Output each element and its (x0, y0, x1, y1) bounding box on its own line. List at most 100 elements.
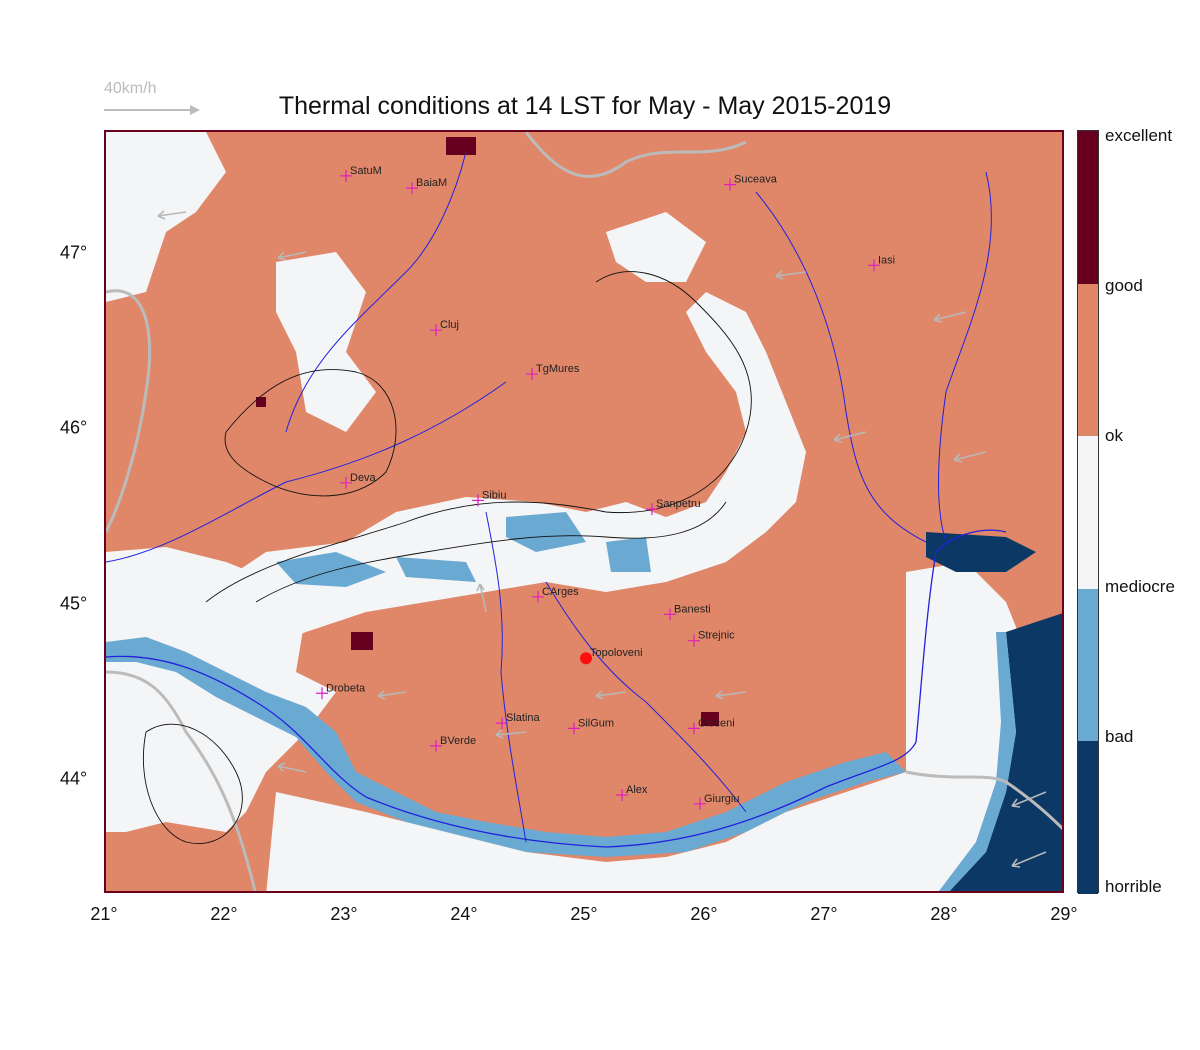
wind-arrow-icon (775, 270, 807, 280)
contour-apuseni (224, 369, 397, 497)
mediocre-region-2 (396, 557, 476, 582)
city-label: Cluj (440, 319, 459, 331)
map-canvas: SatuM BaiaM Suceava Iasi Cluj TgMures Deva Sibi… (106, 132, 1062, 891)
city-satum[interactable]: SatuM (340, 165, 382, 182)
city-strejnic[interactable]: Strejnic (688, 630, 735, 647)
city-silgum[interactable]: SilGum (568, 717, 614, 735)
city-cross-icon (868, 259, 880, 272)
y-tick-label: 44° (60, 768, 88, 789)
city-label: BaiaM (416, 177, 447, 189)
city-carges[interactable]: CArges (532, 586, 579, 603)
city-cross-icon (340, 476, 352, 489)
wind-arrow-icon (715, 690, 747, 700)
city-cluj[interactable]: Cluj (430, 319, 459, 337)
city-baiam[interactable]: BaiaM (406, 177, 447, 195)
y-tick-label: 47° (60, 242, 88, 263)
river-danube (106, 529, 1007, 848)
city-suceava[interactable]: Suceava (724, 174, 778, 191)
city-bverde[interactable]: BVerde (430, 735, 476, 752)
border-south (106, 670, 257, 891)
legend-color-segment (1078, 436, 1098, 590)
contour-southwest (142, 723, 243, 844)
excellent-patch-4 (256, 397, 266, 407)
city-drobeta[interactable]: Drobeta (316, 682, 366, 700)
x-tick-label: 29° (1050, 904, 1078, 924)
mediocre-region-3 (506, 512, 586, 552)
x-tick-label: 22° (210, 904, 238, 924)
city-label: Giurgiu (704, 793, 739, 805)
city-label: TgMures (536, 363, 580, 375)
city-label: BVerde (440, 735, 476, 747)
horrible-region-sea (949, 613, 1062, 891)
city-tgmures[interactable]: TgMures (526, 363, 580, 381)
city-cross-icon (316, 687, 328, 700)
x-tick-label: 28° (930, 904, 958, 924)
x-tick-label: 27° (810, 904, 838, 924)
thermal-map[interactable]: SatuM BaiaM Suceava Iasi Cluj TgMures Deva Sibi… (104, 130, 1064, 893)
city-deva[interactable]: Deva (340, 472, 377, 489)
x-tick-label: 21° (90, 904, 118, 924)
wind-arrow-icon (1011, 851, 1047, 868)
city-label: Suceava (734, 174, 778, 186)
mediocre-region-4 (606, 537, 651, 572)
city-cross-icon (496, 717, 508, 730)
excellent-patch-2 (351, 632, 373, 650)
city-sibiu[interactable]: Sibiu (472, 489, 506, 507)
border-north (524, 132, 747, 178)
city-label: SatuM (350, 165, 382, 177)
city-label: Deva (350, 472, 377, 484)
city-label: Drobeta (326, 682, 366, 694)
bad-edge-coast (939, 632, 1016, 891)
wind-arrow-icon (277, 251, 307, 261)
x-tick-label: 25° (570, 904, 598, 924)
danube-band (106, 637, 906, 857)
city-label: Strejnic (698, 630, 735, 642)
city-topoloveni[interactable]: Topoloveni (580, 647, 643, 665)
city-label: Sibiu (482, 489, 506, 501)
x-tick-label: 26° (690, 904, 718, 924)
river-siret (755, 191, 927, 543)
legend-colorbar (1077, 130, 1099, 895)
city-sanpetru[interactable]: Sanpetru (646, 498, 701, 516)
wind-arrow-icon (157, 210, 187, 220)
city-label: Sanpetru (656, 498, 701, 510)
city-banesti[interactable]: Banesti (664, 603, 711, 621)
ok-region-northwest (106, 132, 226, 302)
city-cross-icon (724, 178, 736, 191)
city-iasi[interactable]: Iasi (868, 254, 895, 272)
city-slatina[interactable]: Slatina (496, 712, 541, 730)
city-cross-icon (406, 182, 418, 195)
wind-arrow-icon (933, 311, 967, 323)
river-somes (285, 151, 467, 433)
ok-region-south (266, 772, 906, 891)
city-cioceni[interactable]: Cioceni (688, 717, 735, 735)
city-cross-icon (340, 169, 352, 182)
city-label: Cioceni (698, 717, 735, 729)
city-giurgiu[interactable]: Giurgiu (694, 793, 739, 810)
wind-arrow-icon (495, 729, 527, 739)
x-tick-label: 23° (330, 904, 358, 924)
x-tick-label: 24° (450, 904, 478, 924)
map-title: Thermal conditions at 14 LST for May - M… (278, 92, 892, 120)
city-cross-icon (616, 789, 628, 802)
highlight-dot-icon (580, 652, 592, 665)
city-markers: SatuM BaiaM Suceava Iasi Cluj TgMures Deva Sibi… (316, 165, 895, 810)
horrible-region-delta (926, 532, 1036, 572)
contour-carpathians-inner (255, 501, 727, 603)
wind-key-label: 40km/h (104, 80, 157, 97)
city-label: Banesti (674, 603, 711, 615)
wind-arrow-icon (377, 690, 407, 700)
wind-arrow-icon (595, 690, 627, 700)
city-cross-icon (430, 739, 442, 752)
wind-arrow-icon (953, 451, 987, 463)
legend-label: good (1105, 276, 1143, 296)
y-tick-label: 45° (60, 593, 88, 614)
legend-label: bad (1105, 726, 1134, 746)
border-west (106, 289, 152, 533)
legend-label: mediocre (1105, 576, 1175, 596)
city-cross-icon (472, 494, 484, 507)
city-cross-icon (688, 722, 700, 735)
wind-arrow-icon (277, 762, 307, 773)
legend-color-segment (1078, 588, 1098, 742)
city-alex[interactable]: Alex (616, 784, 648, 802)
